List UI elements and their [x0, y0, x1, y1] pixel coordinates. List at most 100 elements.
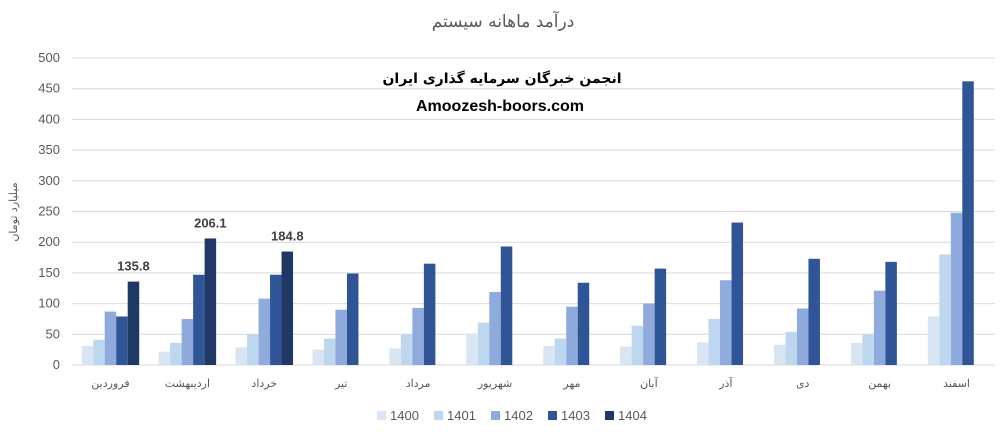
bar-1403-1 [116, 316, 128, 365]
bar-1401-6 [477, 322, 490, 365]
legend-label: 1401 [447, 408, 476, 423]
x-axis-ticks: فروردین اردیبهشت خرداد تیر مرداد شهریور مهر آبا… [91, 376, 970, 390]
data-labels: 135.8 206.1 184.8 [117, 215, 303, 273]
legend-swatch [548, 411, 557, 420]
bar-1400-1 [81, 345, 94, 365]
legend-label: 1402 [504, 408, 533, 423]
bar-1401-4 [323, 338, 336, 365]
y-tick-label: 100 [38, 296, 60, 311]
bar-1400-11 [850, 342, 863, 365]
bar-1403-11 [885, 261, 897, 365]
y-tick-label: 200 [38, 234, 60, 249]
bar-1400-8 [620, 346, 632, 365]
bar-1402-3 [258, 298, 271, 365]
legend-item-1404: 1404 [605, 408, 647, 423]
bar-1403-10 [808, 258, 820, 365]
bar-1401-12 [939, 254, 951, 365]
bar-1402-7 [566, 306, 578, 365]
bars [81, 81, 974, 365]
bar-1400-6 [466, 333, 478, 365]
bar-1401-3 [247, 334, 259, 365]
x-tick-label: بهمن [868, 377, 891, 390]
x-tick-label: اردیبهشت [165, 377, 210, 390]
x-tick-label: دی [796, 377, 810, 390]
legend-swatch [434, 411, 443, 420]
legend-item-1403: 1403 [548, 408, 590, 423]
bar-1403-6 [500, 246, 513, 365]
bar-1402-11 [873, 290, 886, 365]
x-tick-label: اسفند [943, 377, 970, 390]
bar-1402-10 [796, 308, 809, 365]
bar-1402-4 [335, 309, 347, 365]
legend-item-1402: 1402 [491, 408, 533, 423]
y-tick-label: 0 [53, 357, 60, 372]
x-tick-label: آبان [640, 376, 658, 390]
bar-1400-3 [235, 347, 248, 365]
legend-label: 1403 [561, 408, 590, 423]
legend-swatch [377, 411, 386, 420]
bar-1402-6 [489, 291, 501, 365]
legend-label: 1400 [390, 408, 419, 423]
bar-1401-1 [93, 339, 105, 365]
bar-1403-9 [731, 222, 744, 365]
x-tick-label: فروردین [91, 377, 129, 390]
bar-1401-9 [708, 318, 721, 365]
legend-swatch [491, 411, 500, 420]
bar-1404-1 [127, 281, 140, 365]
bar-1402-8 [643, 303, 655, 365]
watermark-url: Amoozesh-boors.com [416, 98, 584, 115]
bar-1403-12 [962, 81, 974, 365]
y-tick-label: 50 [46, 326, 60, 341]
x-tick-label: تیر [334, 377, 347, 390]
bar-1401-5 [400, 334, 413, 365]
bar-1400-2 [158, 351, 171, 365]
legend: 1400 1401 1402 1403 1404 [377, 408, 647, 423]
legend-label: 1404 [618, 408, 647, 423]
y-axis-label: میلیارد تومان [7, 182, 20, 241]
x-tick-label: شهریور [477, 377, 512, 390]
bar-1401-8 [631, 325, 644, 365]
y-tick-label: 250 [38, 204, 60, 219]
data-label: 184.8 [271, 229, 304, 244]
y-tick-label: 500 [38, 50, 60, 65]
y-axis-ticks: 0 50 100 150 200 250 300 350 400 450 500 [38, 50, 60, 372]
legend-swatch [605, 411, 614, 420]
bar-1402-12 [950, 212, 963, 365]
x-tick-label: خرداد [251, 377, 277, 390]
bar-1400-12 [927, 316, 940, 365]
bar-1403-4 [346, 273, 359, 365]
watermark-title: انجمن خبرگان سرمایه گذاری ایران [382, 70, 621, 87]
bar-1402-1 [104, 311, 117, 365]
bar-1404-3 [281, 251, 294, 365]
bar-1401-11 [862, 334, 874, 365]
data-label: 135.8 [117, 259, 150, 274]
bar-1400-4 [312, 349, 324, 365]
bar-1402-5 [412, 307, 424, 365]
y-tick-label: 150 [38, 265, 60, 280]
legend-item-1400: 1400 [377, 408, 419, 423]
bar-1400-10 [773, 344, 786, 365]
bar-1403-3 [270, 274, 282, 365]
bar-1401-10 [785, 331, 797, 365]
bar-1403-5 [423, 263, 436, 365]
bar-1401-7 [554, 338, 567, 365]
bar-1400-5 [389, 348, 401, 365]
x-tick-label: مهر [562, 377, 580, 390]
x-tick-label: آذر [718, 376, 733, 390]
legend-item-1401: 1401 [434, 408, 476, 423]
chart-title: درآمد ماهانه سیستم [432, 10, 575, 32]
bar-1403-7 [577, 282, 590, 365]
bar-1403-2 [193, 274, 205, 365]
bar-1402-9 [720, 280, 732, 365]
bar-1403-8 [654, 268, 667, 365]
bar-1401-2 [170, 342, 182, 365]
data-label: 206.1 [194, 215, 227, 230]
x-tick-label: مرداد [406, 377, 431, 390]
bar-1400-7 [543, 345, 555, 365]
y-tick-label: 300 [38, 173, 60, 188]
bar-1400-9 [697, 342, 709, 365]
bar-1404-2 [204, 238, 217, 365]
bar-1402-2 [181, 318, 194, 365]
y-tick-label: 400 [38, 111, 60, 126]
